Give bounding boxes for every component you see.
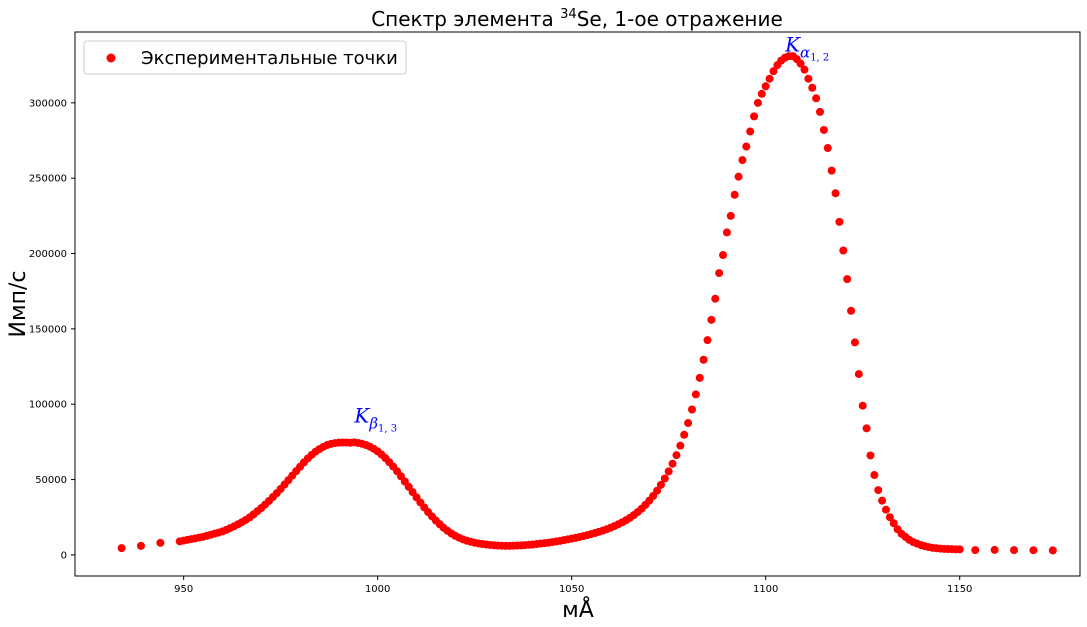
y-axis-label: Имп/с — [6, 271, 31, 338]
data-point — [816, 107, 825, 116]
data-point — [730, 190, 739, 199]
data-point — [878, 496, 887, 505]
data-point — [738, 156, 747, 165]
data-point — [750, 112, 759, 121]
data-point — [1010, 546, 1019, 555]
data-point — [715, 269, 724, 278]
x-axis-ticks: 950 1000 1050 1100 1150 — [174, 576, 972, 595]
data-point — [117, 544, 126, 553]
data-point — [753, 98, 762, 107]
y-tick-label: 0 — [61, 550, 67, 561]
data-point — [858, 401, 867, 410]
x-tick-label: 1150 — [947, 584, 972, 595]
data-point — [874, 486, 883, 495]
data-point — [823, 144, 832, 153]
y-tick-label: 150000 — [29, 324, 67, 335]
plot-area: 950 1000 1050 1100 1150 0 50000 100000 150000 20… — [29, 31, 1081, 595]
title-superscript: 34 — [560, 7, 577, 22]
data-point — [812, 94, 821, 103]
data-point — [707, 315, 716, 324]
data-point — [703, 336, 712, 345]
peak-annotations: Kβ1, 3 Kα1, 2 — [353, 33, 829, 435]
data-point — [734, 172, 743, 181]
x-tick-label: 950 — [174, 584, 193, 595]
data-point — [971, 546, 980, 555]
y-axis-ticks: 0 50000 100000 150000 200000 250000 300000 — [29, 98, 75, 561]
plot-frame — [74, 31, 1081, 577]
data-point — [719, 251, 728, 260]
data-point — [769, 67, 778, 76]
chart-title: Спектр элемента 34Se, 1-ое отражение — [371, 7, 783, 31]
y-tick-label: 200000 — [29, 249, 67, 260]
data-point — [889, 519, 898, 528]
data-point — [866, 451, 875, 460]
peak-label: Kα1, 2 — [784, 33, 829, 64]
data-point — [726, 211, 735, 220]
data-point — [761, 82, 770, 91]
data-point — [831, 189, 840, 198]
data-point — [862, 424, 871, 433]
data-point — [660, 474, 669, 483]
data-point — [711, 294, 720, 303]
data-point — [687, 405, 696, 414]
data-point — [680, 430, 689, 439]
legend-marker — [106, 53, 116, 63]
data-points — [117, 52, 1057, 555]
x-axis-label: мÅ — [562, 596, 594, 623]
data-point — [835, 217, 844, 226]
x-tick-label: 1100 — [753, 584, 778, 595]
data-point — [800, 65, 809, 74]
data-point — [1048, 546, 1057, 555]
data-point — [765, 74, 774, 83]
data-point — [746, 127, 755, 136]
data-point — [955, 545, 964, 554]
data-point — [796, 59, 805, 68]
data-point — [664, 467, 673, 476]
legend-entry: Экспериментальные точки — [141, 48, 398, 69]
data-point — [699, 355, 708, 364]
data-point — [881, 505, 890, 514]
y-tick-label: 250000 — [29, 174, 67, 185]
data-point — [847, 306, 856, 315]
legend: Экспериментальные точки — [83, 40, 407, 75]
x-tick-label: 1000 — [365, 584, 390, 595]
data-point — [854, 370, 863, 379]
y-tick-label: 50000 — [35, 475, 67, 486]
data-point — [843, 275, 852, 284]
data-point — [691, 390, 700, 399]
data-point — [804, 74, 813, 83]
data-point — [990, 545, 999, 554]
x-tick-label: 1050 — [559, 584, 584, 595]
data-point — [870, 471, 879, 480]
data-point — [668, 459, 677, 468]
y-tick-label: 100000 — [29, 400, 67, 411]
data-point — [742, 142, 751, 151]
data-point — [656, 480, 665, 489]
data-point — [839, 246, 848, 255]
data-point — [850, 338, 859, 347]
data-point — [757, 89, 766, 98]
data-point — [672, 451, 681, 460]
data-point — [676, 441, 685, 450]
data-point — [695, 373, 704, 382]
data-point — [885, 513, 894, 522]
legend-box — [83, 40, 407, 75]
y-tick-label: 300000 — [29, 98, 67, 109]
data-point — [684, 419, 693, 428]
data-point — [653, 486, 662, 495]
data-point — [808, 83, 817, 92]
data-point — [136, 541, 145, 550]
data-point — [156, 538, 165, 547]
data-point — [1029, 546, 1038, 555]
data-point — [722, 228, 731, 237]
data-point — [819, 125, 828, 134]
data-point — [827, 166, 836, 175]
peak-label: Kβ1, 3 — [353, 403, 397, 434]
